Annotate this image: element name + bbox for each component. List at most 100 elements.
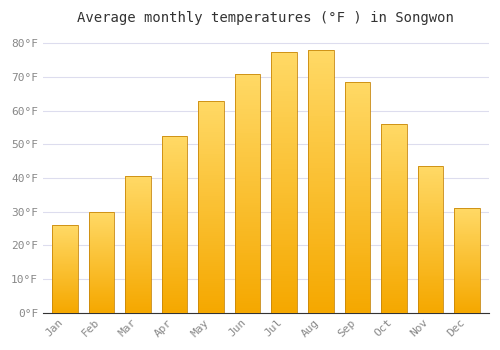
Bar bbox=[162, 216, 188, 217]
Bar bbox=[454, 292, 480, 293]
Bar bbox=[88, 262, 114, 263]
Bar bbox=[381, 175, 406, 177]
Bar bbox=[381, 211, 406, 213]
Bar bbox=[125, 182, 151, 183]
Bar bbox=[198, 100, 224, 313]
Bar bbox=[308, 111, 334, 113]
Bar bbox=[235, 100, 260, 102]
Bar bbox=[88, 284, 114, 285]
Bar bbox=[198, 175, 224, 177]
Bar bbox=[418, 251, 443, 253]
Bar bbox=[88, 238, 114, 239]
Bar bbox=[418, 270, 443, 272]
Bar bbox=[272, 271, 297, 273]
Bar bbox=[162, 247, 188, 249]
Bar bbox=[381, 264, 406, 266]
Bar bbox=[235, 219, 260, 222]
Bar bbox=[235, 105, 260, 107]
Bar bbox=[344, 225, 370, 227]
Bar bbox=[125, 240, 151, 242]
Bar bbox=[235, 153, 260, 155]
Bar bbox=[308, 129, 334, 132]
Bar bbox=[418, 278, 443, 279]
Bar bbox=[381, 134, 406, 135]
Bar bbox=[235, 303, 260, 306]
Bar bbox=[418, 257, 443, 258]
Bar bbox=[198, 160, 224, 162]
Bar bbox=[125, 193, 151, 194]
Bar bbox=[235, 81, 260, 83]
Bar bbox=[344, 170, 370, 172]
Bar bbox=[308, 145, 334, 147]
Bar bbox=[125, 232, 151, 233]
Bar bbox=[162, 201, 188, 203]
Bar bbox=[344, 190, 370, 193]
Bar bbox=[235, 102, 260, 105]
Bar bbox=[52, 274, 78, 275]
Bar bbox=[235, 243, 260, 246]
Bar bbox=[125, 250, 151, 251]
Bar bbox=[162, 168, 188, 169]
Bar bbox=[344, 124, 370, 126]
Bar bbox=[162, 293, 188, 295]
Bar bbox=[272, 263, 297, 266]
Bar bbox=[88, 306, 114, 307]
Bar bbox=[381, 158, 406, 160]
Bar bbox=[88, 277, 114, 278]
Bar bbox=[52, 244, 78, 245]
Bar bbox=[272, 54, 297, 57]
Bar bbox=[308, 176, 334, 179]
Bar bbox=[272, 258, 297, 260]
Bar bbox=[418, 292, 443, 294]
Bar bbox=[272, 125, 297, 127]
Bar bbox=[454, 231, 480, 232]
Bar bbox=[52, 268, 78, 269]
Bar bbox=[88, 295, 114, 296]
Bar bbox=[235, 150, 260, 153]
Bar bbox=[381, 186, 406, 188]
Bar bbox=[272, 206, 297, 208]
Bar bbox=[125, 233, 151, 235]
Bar bbox=[235, 183, 260, 186]
Bar bbox=[418, 200, 443, 201]
Bar bbox=[344, 209, 370, 211]
Bar bbox=[125, 284, 151, 285]
Bar bbox=[162, 180, 188, 182]
Bar bbox=[454, 300, 480, 301]
Bar bbox=[418, 238, 443, 239]
Bar bbox=[88, 254, 114, 255]
Bar bbox=[272, 219, 297, 221]
Bar bbox=[198, 118, 224, 120]
Bar bbox=[344, 283, 370, 285]
Bar bbox=[198, 228, 224, 230]
Bar bbox=[235, 119, 260, 121]
Bar bbox=[272, 260, 297, 263]
Bar bbox=[52, 252, 78, 253]
Bar bbox=[52, 240, 78, 241]
Bar bbox=[344, 89, 370, 91]
Bar bbox=[272, 99, 297, 101]
Bar bbox=[235, 217, 260, 219]
Bar bbox=[125, 209, 151, 210]
Bar bbox=[235, 253, 260, 255]
Bar bbox=[344, 167, 370, 170]
Bar bbox=[235, 93, 260, 95]
Bar bbox=[88, 302, 114, 303]
Bar bbox=[454, 261, 480, 262]
Bar bbox=[454, 222, 480, 223]
Bar bbox=[418, 210, 443, 212]
Bar bbox=[344, 163, 370, 165]
Bar bbox=[162, 240, 188, 242]
Bar bbox=[272, 151, 297, 154]
Bar bbox=[198, 141, 224, 143]
Bar bbox=[198, 213, 224, 215]
Bar bbox=[52, 283, 78, 284]
Bar bbox=[88, 267, 114, 268]
Bar bbox=[125, 216, 151, 217]
Bar bbox=[235, 212, 260, 215]
Bar bbox=[381, 181, 406, 183]
Bar bbox=[308, 95, 334, 97]
Bar bbox=[162, 175, 188, 176]
Bar bbox=[162, 231, 188, 233]
Bar bbox=[235, 124, 260, 126]
